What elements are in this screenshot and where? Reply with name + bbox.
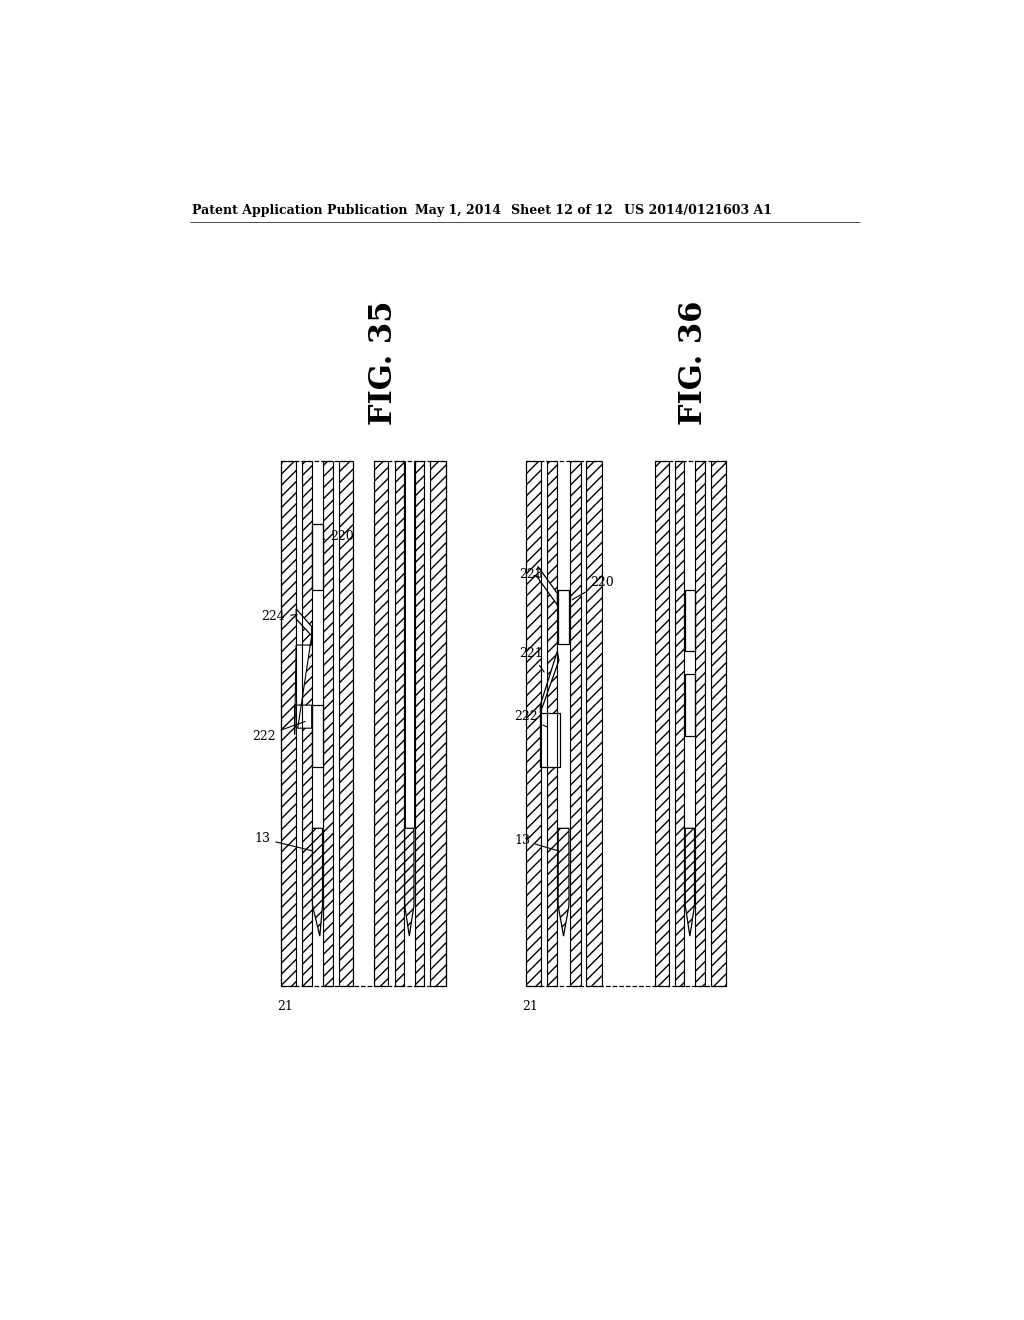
Bar	[669, 461, 675, 986]
Text: 13: 13	[514, 834, 558, 850]
Text: 222: 222	[514, 710, 547, 727]
Bar	[558, 590, 569, 644]
Text: 222: 222	[252, 722, 305, 743]
Bar	[541, 713, 560, 767]
Bar	[675, 461, 684, 986]
Bar	[685, 590, 694, 651]
Text: Sheet 12 of 12: Sheet 12 of 12	[511, 205, 612, 218]
Bar	[581, 461, 586, 986]
Bar	[541, 461, 547, 986]
Bar	[388, 461, 394, 986]
Bar	[430, 461, 445, 986]
Polygon shape	[558, 829, 569, 936]
Bar	[547, 461, 557, 986]
Bar	[339, 461, 352, 986]
Bar	[415, 461, 424, 986]
Text: Patent Application Publication: Patent Application Publication	[191, 205, 408, 218]
Polygon shape	[312, 829, 323, 936]
Text: May 1, 2014: May 1, 2014	[415, 205, 501, 218]
Bar	[711, 461, 726, 986]
Bar	[311, 461, 324, 986]
Text: US 2014/0121603 A1: US 2014/0121603 A1	[624, 205, 772, 218]
Bar	[312, 524, 323, 590]
Bar	[375, 461, 388, 986]
Polygon shape	[538, 566, 557, 605]
Bar	[312, 705, 323, 767]
Text: 21: 21	[276, 1001, 293, 1012]
Bar	[655, 461, 669, 986]
Text: 223: 223	[519, 568, 543, 581]
Bar	[403, 461, 415, 986]
Text: 13: 13	[254, 832, 312, 851]
Bar	[394, 461, 403, 986]
Bar	[685, 675, 694, 737]
Polygon shape	[685, 829, 694, 936]
Polygon shape	[295, 636, 311, 734]
Bar	[684, 461, 695, 986]
Bar	[525, 461, 541, 986]
Bar	[705, 461, 711, 986]
Polygon shape	[404, 829, 414, 936]
Bar	[695, 461, 705, 986]
Bar	[424, 461, 430, 986]
Bar	[324, 461, 333, 986]
Bar	[302, 461, 311, 986]
Bar	[333, 461, 339, 986]
Text: 221: 221	[519, 647, 544, 672]
Polygon shape	[541, 651, 559, 713]
Polygon shape	[296, 609, 311, 636]
Bar	[296, 461, 302, 986]
Text: FIG. 36: FIG. 36	[678, 300, 710, 425]
Bar	[352, 461, 375, 986]
Bar	[281, 461, 296, 986]
Text: 21: 21	[521, 1001, 538, 1012]
Text: 220: 220	[324, 529, 354, 543]
Text: FIG. 35: FIG. 35	[369, 300, 399, 425]
Bar	[586, 461, 601, 986]
Bar	[601, 461, 655, 986]
Text: 220: 220	[572, 576, 614, 599]
Bar	[569, 461, 581, 986]
Bar	[557, 461, 569, 986]
Text: 224: 224	[261, 610, 297, 623]
